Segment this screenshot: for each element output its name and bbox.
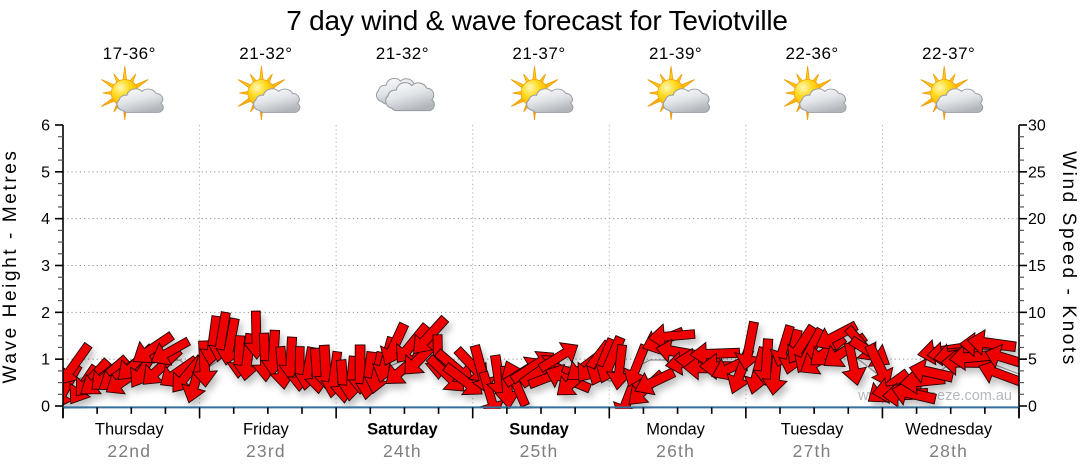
svg-text:25: 25 [1028,164,1046,181]
svg-text:Wave Height - Metres: Wave Height - Metres [0,148,21,383]
svg-text:0: 0 [41,399,50,416]
svg-text:20: 20 [1028,211,1046,228]
svg-text:24th: 24th [383,441,422,461]
svg-text:21-32°: 21-32° [239,44,292,63]
svg-text:2: 2 [41,305,50,322]
svg-text:6: 6 [41,118,50,135]
svg-text:21-39°: 21-39° [649,44,702,63]
svg-text:22-37°: 22-37° [922,44,975,63]
svg-text:27th: 27th [793,441,832,461]
svg-text:17-36°: 17-36° [103,44,156,63]
svg-text:Tuesday: Tuesday [781,421,844,439]
svg-text:5: 5 [1028,352,1037,369]
svg-text:22-36°: 22-36° [785,44,838,63]
svg-text:Sunday: Sunday [509,421,569,439]
svg-text:21-37°: 21-37° [512,44,565,63]
svg-text:10: 10 [1028,305,1046,322]
svg-text:0: 0 [1028,399,1037,416]
svg-text:4: 4 [41,211,50,228]
svg-text:1: 1 [41,352,50,369]
svg-text:23rd: 23rd [246,441,286,461]
svg-text:7 day wind & wave forecast for: 7 day wind & wave forecast for Teviotvil… [286,5,788,36]
svg-text:Wednesday: Wednesday [905,421,993,439]
svg-text:Wind Speed - Knots: Wind Speed - Knots [1058,151,1079,367]
svg-text:30: 30 [1028,118,1046,135]
svg-text:3: 3 [41,258,50,275]
svg-text:15: 15 [1028,258,1046,275]
svg-text:21-32°: 21-32° [376,44,429,63]
svg-text:26th: 26th [656,441,695,461]
svg-text:Friday: Friday [243,421,290,439]
svg-text:28th: 28th [929,441,968,461]
svg-text:Thursday: Thursday [95,421,165,439]
svg-text:5: 5 [41,164,50,181]
svg-text:Monday: Monday [646,421,705,439]
svg-text:25th: 25th [520,441,559,461]
svg-text:Saturday: Saturday [367,421,438,439]
svg-text:22nd: 22nd [107,441,151,461]
